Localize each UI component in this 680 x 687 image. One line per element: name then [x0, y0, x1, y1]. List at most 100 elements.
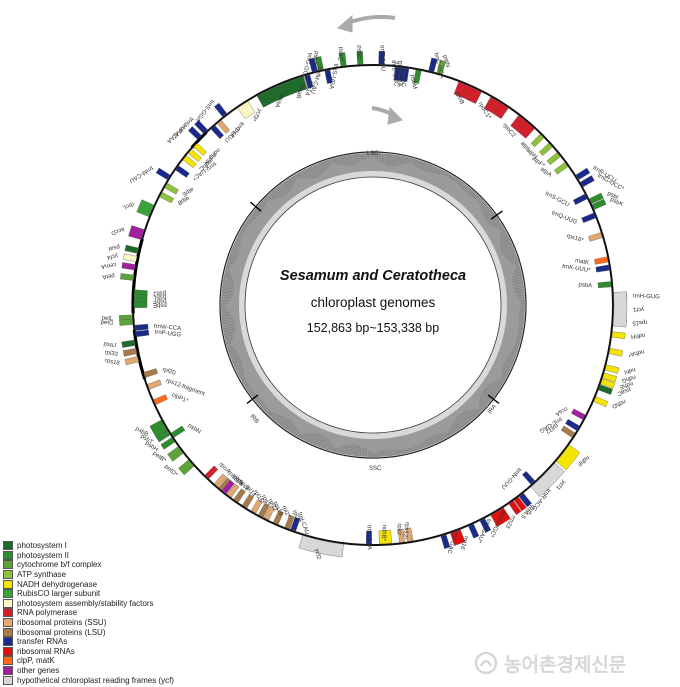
gc-content-bar — [485, 386, 497, 395]
gene-label: psbZ — [310, 50, 319, 65]
gene-block-rpl22 — [258, 503, 270, 518]
gc-content-bar — [298, 172, 302, 179]
gene-block-atpb — [159, 192, 174, 204]
gene-label: psbE — [153, 301, 167, 307]
gc-content-bar — [513, 269, 522, 273]
legend-item-ycf: hypothetical chloroplast reading frames … — [3, 675, 203, 685]
gc-content-bar — [481, 206, 490, 214]
gc-content-bar — [229, 253, 238, 257]
gc-content-bar — [428, 437, 433, 446]
gc-content-bar — [449, 428, 454, 435]
gc-content-bar — [236, 237, 242, 240]
gc-content-bar — [282, 182, 290, 193]
gene-label: ycf2 — [313, 548, 321, 561]
legend-swatch — [3, 666, 13, 676]
gc-content-bar — [319, 162, 325, 173]
gene-block-ndhg — [602, 372, 617, 383]
legend-item-cyt: cytochrome b/f complex — [3, 560, 203, 570]
gc-content-bar — [431, 436, 436, 444]
legend-item-oth: other genes — [3, 666, 203, 676]
gc-content-bar — [446, 432, 450, 437]
legend-label: NADH dehydrogenase — [17, 579, 98, 589]
gc-content-bar — [501, 247, 514, 253]
gc-content-bar — [322, 437, 328, 449]
gc-content-bar — [237, 370, 244, 375]
gc-content-bar — [502, 367, 510, 372]
gene-label: cemA — [100, 261, 116, 269]
gc-content-bar — [409, 157, 412, 163]
gc-content-bar — [310, 432, 317, 444]
gc-content-bar — [272, 190, 279, 199]
gc-content-bar — [280, 183, 289, 194]
arrow-inner-head — [387, 106, 403, 125]
gc-content-bar — [327, 159, 330, 167]
gc-content-bar — [222, 282, 234, 285]
gc-content-bar — [225, 341, 232, 344]
gc-content-bar — [255, 398, 261, 403]
gc-content-bar — [405, 156, 409, 164]
gc-content-bar — [483, 389, 495, 398]
gc-content-bar — [417, 160, 421, 168]
gc-content-bar — [226, 263, 233, 266]
gene-label: trnQ-UUG — [551, 210, 579, 226]
gc-content-bar — [282, 418, 289, 428]
gc-content-bar — [336, 447, 339, 453]
gene-block-rpl2 — [273, 510, 284, 525]
gc-content-bar — [467, 189, 473, 195]
gc-content-bar — [280, 417, 288, 427]
gc-content-bar — [263, 199, 267, 204]
center-subtitle: chloroplast genomes — [311, 295, 436, 310]
gc-content-bar — [513, 271, 522, 274]
gc-content-bar — [321, 436, 326, 449]
gc-content-bar — [504, 251, 516, 257]
gene-block-rps4 — [217, 119, 230, 134]
gc-content-bar — [518, 332, 523, 334]
gc-content-bar — [231, 357, 241, 362]
gc-content-bar — [471, 409, 478, 417]
gc-content-bar — [292, 175, 297, 181]
gc-content-bar — [513, 285, 524, 288]
gc-content-bar — [419, 443, 422, 450]
gene-block-trnfm-cau — [304, 74, 314, 89]
gc-content-bar — [306, 432, 312, 442]
gene-block-rpoa — [204, 465, 219, 480]
inner-map-ring — [219, 151, 527, 459]
gc-content-bar — [315, 433, 321, 446]
gene-label: psaC — [615, 386, 631, 397]
gc-content-bar — [283, 419, 291, 429]
ir-thick-segment — [190, 131, 208, 149]
gc-content-bar — [420, 442, 424, 449]
gc-content-bar — [247, 219, 252, 223]
gene-block-trnl-uaa — [194, 120, 208, 134]
gene-block-rbcl — [136, 199, 154, 217]
gc-content-bar — [299, 171, 304, 179]
gc-content-bar — [316, 434, 323, 447]
gc-content-bar — [459, 414, 468, 425]
gc-content-bar — [409, 448, 412, 453]
gene-block-trnl-caa — [365, 530, 372, 545]
gc-content-bar — [221, 320, 235, 323]
gc-content-bar — [254, 397, 260, 401]
gc-content-bar — [348, 154, 352, 166]
gene-label: psaB — [294, 84, 304, 99]
gc-content-bar — [228, 350, 237, 354]
gc-content-bar — [412, 158, 415, 164]
gene-label: rps16* — [566, 233, 585, 244]
gc-content-bar — [322, 161, 327, 171]
gc-content-bar — [452, 422, 459, 431]
gc-content-bar — [273, 414, 279, 421]
gc-content-bar — [257, 400, 263, 405]
gc-content-bar — [497, 226, 504, 230]
center-size-range: 152,863 bp~153,338 bp — [307, 321, 439, 335]
gc-content-bar — [251, 212, 258, 218]
gene-block-ndhc — [182, 155, 197, 169]
region-label-irb: IRB — [248, 413, 259, 425]
gc-content-bar — [224, 273, 232, 276]
gc-content-bar — [480, 394, 491, 403]
gc-content-bar — [355, 153, 357, 164]
gene-block-trni-cau — [290, 516, 301, 532]
gc-content-bar — [501, 370, 509, 375]
gc-content-bar — [310, 166, 317, 179]
gc-content-bar — [223, 331, 235, 334]
gc-content-bar — [479, 398, 488, 406]
